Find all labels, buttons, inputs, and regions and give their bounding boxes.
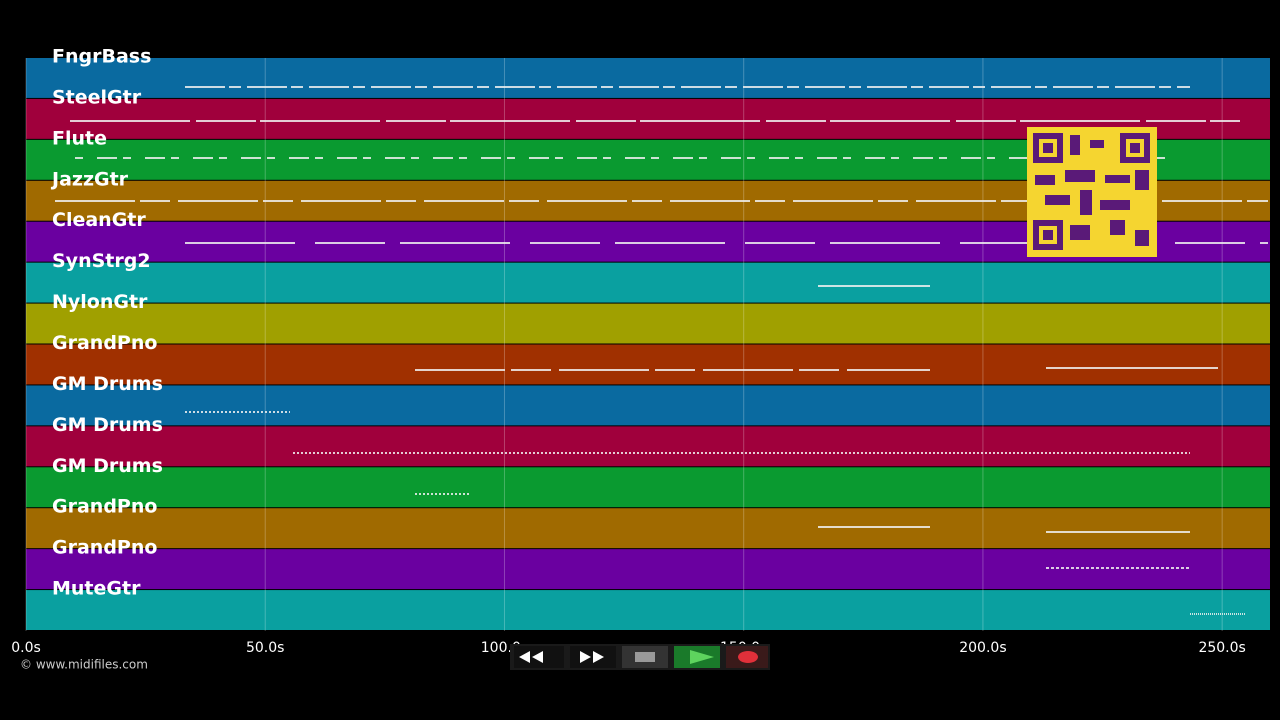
track-name: Flute	[52, 127, 107, 149]
tick-label: 50.0s	[246, 640, 284, 656]
time-grid	[25, 58, 1223, 631]
track-row	[26, 344, 1270, 385]
track-name: CleanGtr	[52, 209, 146, 231]
fast-forward-button[interactable]	[570, 646, 616, 668]
stop-button[interactable]	[622, 646, 668, 668]
track-name: GrandPno	[52, 537, 157, 559]
track-name: FngrBass	[52, 46, 151, 68]
copyright: © www.midifiles.com	[20, 658, 148, 672]
track-name: NylonGtr	[52, 291, 148, 313]
track-row	[26, 58, 1270, 98]
track-name: SteelGtr	[52, 86, 142, 108]
track-name: SynStrg2	[52, 250, 151, 272]
track-name: GrandPno	[52, 332, 157, 354]
track-row	[26, 508, 1270, 549]
track-name: JazzGtr	[50, 168, 129, 190]
rewind-button[interactable]	[514, 646, 564, 668]
tick-label: 250.0s	[1198, 640, 1245, 656]
track-row	[26, 549, 1270, 590]
track-labels: FngrBass SteelGtr Flute JazzGtr CleanGtr SynS…	[50, 46, 163, 600]
track-row	[26, 467, 1270, 508]
track-row	[26, 426, 1270, 467]
track-row	[26, 590, 1270, 630]
record-button[interactable]	[726, 646, 768, 668]
track-row	[26, 262, 1270, 303]
transport-controls	[510, 644, 770, 670]
track-name: MuteGtr	[52, 578, 141, 600]
track-name: GM Drums	[52, 373, 163, 395]
track-name: GM Drums	[52, 455, 163, 477]
qr-code	[1027, 127, 1157, 257]
play-button[interactable]	[674, 646, 720, 668]
track-name: GM Drums	[52, 414, 163, 436]
track-name: GrandPno	[52, 496, 157, 518]
track-row	[26, 303, 1270, 344]
tick-label: 0.0s	[11, 640, 41, 656]
track-row	[26, 385, 1270, 426]
tick-label: 200.0s	[959, 640, 1006, 656]
